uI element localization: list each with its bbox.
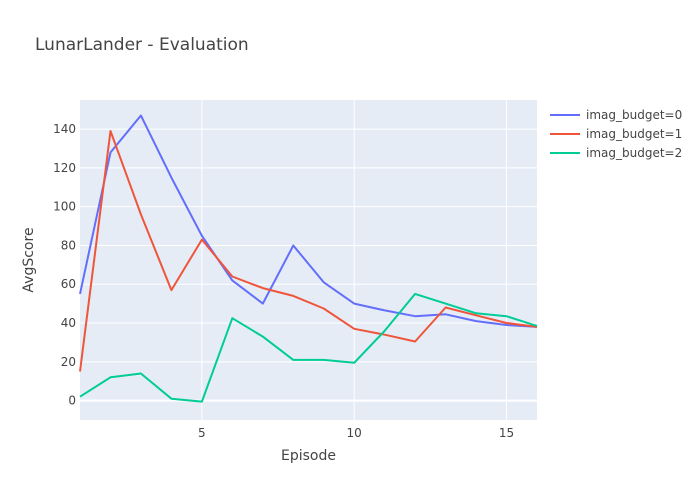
y-tick-label: 140 <box>53 122 76 136</box>
series-line-2[interactable] <box>79 292 538 403</box>
y-tick-label: 60 <box>61 277 76 291</box>
y-tick-label: 40 <box>61 316 76 330</box>
legend-item-2[interactable]: imag_budget=2 <box>550 146 682 160</box>
legend-label: imag_budget=0 <box>586 108 682 122</box>
tick-layer: 0 20 40 60 80 100 120 140 5 10 15 <box>53 122 514 440</box>
legend-label: imag_budget=2 <box>586 146 682 160</box>
legend[interactable]: imag_budget=0 imag_budget=1 imag_budget=2 <box>550 108 682 160</box>
y-axis-label: AvgScore <box>21 227 37 292</box>
plot-area <box>80 100 537 420</box>
grid-layer <box>80 100 537 420</box>
legend-item-0[interactable]: imag_budget=0 <box>550 108 682 122</box>
legend-item-1[interactable]: imag_budget=1 <box>550 127 682 141</box>
y-tick-label: 100 <box>53 200 76 214</box>
series-line-0[interactable] <box>79 114 538 328</box>
chart-title: LunarLander - Evaluation <box>35 35 249 55</box>
y-tick-label: 20 <box>61 355 76 369</box>
y-tick-label: 120 <box>53 161 76 175</box>
x-tick-label: 5 <box>198 426 206 440</box>
y-tick-label: 0 <box>68 394 76 408</box>
x-tick-label: 15 <box>499 426 514 440</box>
series-line-1[interactable] <box>79 130 538 372</box>
legend-label: imag_budget=1 <box>586 127 682 141</box>
y-tick-label: 80 <box>61 238 76 252</box>
x-tick-label: 10 <box>347 426 362 440</box>
series-layer <box>79 114 538 403</box>
x-axis-label: Episode <box>281 448 336 464</box>
